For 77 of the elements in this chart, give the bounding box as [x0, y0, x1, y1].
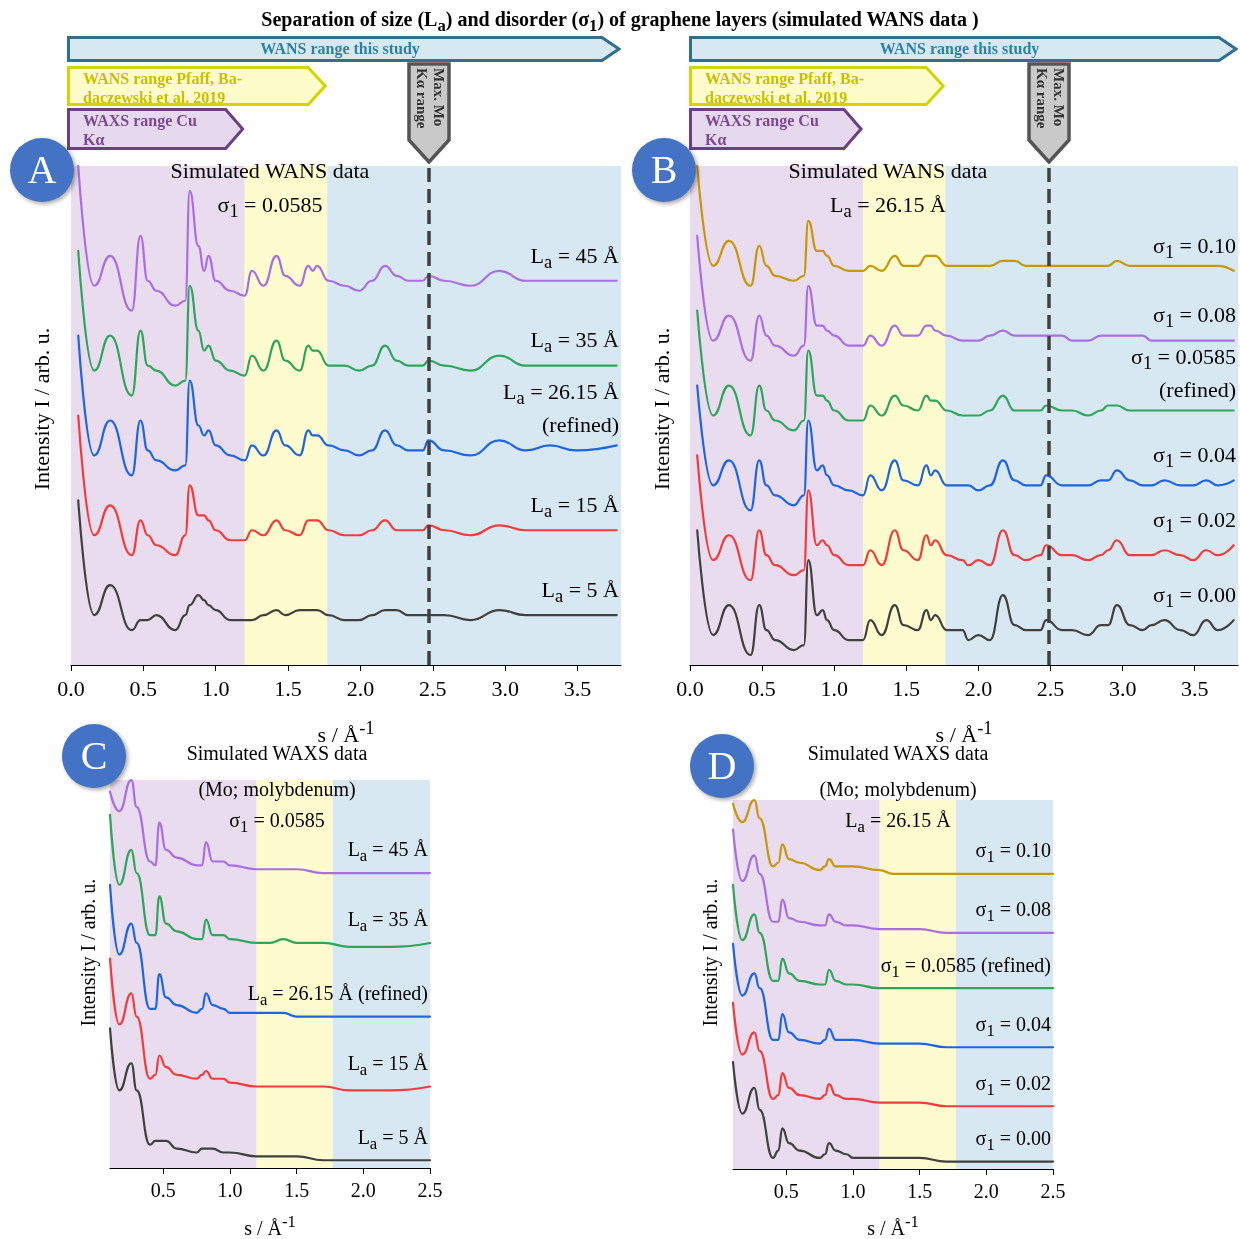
x-tick-label: 1.0	[820, 675, 848, 701]
x-tick-label: 1.5	[907, 1180, 933, 1202]
x-tick-label: 2.5	[1040, 1180, 1066, 1202]
annotation: σ$_{1}$ = 0.0585	[216, 192, 324, 223]
x-tick-label: 2.0	[350, 1179, 376, 1201]
x-tick-label: 2.0	[973, 1180, 999, 1202]
series-label: σ$_{1}$ = 0.00	[1153, 580, 1236, 614]
series-label: σ$_{1}$ = 0.04	[975, 1011, 1051, 1042]
x-tick-label: 1.0	[840, 1180, 866, 1202]
text: B	[632, 138, 696, 202]
text: WANS range this study	[878, 39, 1041, 58]
x-tick-label: 0.5	[748, 675, 776, 701]
series-label: σ$_{1}$ = 0.0585 (refined)	[880, 952, 1051, 983]
x-tick-label: 3.5	[563, 675, 592, 701]
series-label: σ$_{1}$ = 0.10	[975, 838, 1051, 868]
annotation: Simulated WANS data	[787, 158, 989, 184]
x-tick-label: 1.5	[284, 1179, 310, 1201]
x-tick-label: 2.5	[419, 675, 447, 701]
x-tick-label: 2.0	[964, 675, 993, 701]
text: WAXS range Cu Kα	[83, 111, 198, 149]
ref-line-label: Max. Mo Kα range	[412, 68, 447, 131]
y-axis-title: Intensity I / arb. u.	[76, 877, 100, 1029]
x-tick-label: 1.0	[217, 1179, 243, 1201]
series-label: σ$_{1}$ = 0.04	[1153, 441, 1236, 474]
series-label: σ$_{1}$ = 0.08	[1153, 301, 1236, 334]
x-tick-label: 1.5	[892, 675, 921, 701]
ref-line-label: Max. Mo Kα range	[1033, 68, 1068, 131]
text: WAXS range Cu Kα	[705, 111, 820, 149]
x-tick-label: 3.5	[1180, 675, 1209, 701]
x-tick-label: 3.0	[491, 675, 519, 701]
series-label: L$_{a}$ = 35 Å	[347, 907, 428, 937]
annotation: (Mo; molybdenum)	[819, 778, 977, 800]
chart-title: Separation of size (L$_{a}$) and disorder (σ$_{1}$) of graphene layers (simulated WANS data )	[260, 8, 980, 36]
series-label: L$_{a}$ = 15 Å	[347, 1050, 428, 1081]
x-tick-label: 0.0	[676, 675, 704, 701]
series-label: L$_{a}$ = 26.15 Å (refined)	[502, 377, 619, 439]
series-label: L$_{a}$ = 35 Å	[530, 326, 619, 359]
series-label: σ$_{1}$ = 0.0585 (refined)	[1130, 342, 1236, 404]
annotation: (Mo; molybdenum)	[197, 778, 357, 801]
series-label: L$_{a}$ = 15 Å	[530, 491, 619, 524]
annotation: L$_{a}$ = 26.15 Å	[829, 192, 947, 223]
x-tick-label: 0.5	[773, 1180, 799, 1202]
x-tick-label: 2.5	[417, 1179, 443, 1201]
series-label: L$_{a}$ = 5 Å	[541, 575, 619, 609]
text: Simulated WAXS data	[186, 742, 368, 764]
series-label: σ$_{1}$ = 0.10	[1153, 231, 1236, 264]
annotation: L$_{a}$ = 26.15 Å	[844, 809, 952, 837]
y-axis-title: Intensity I / arb. u.	[649, 326, 675, 493]
series-label: L$_{a}$ = 5 Å	[357, 1124, 428, 1155]
text: WANS range this study	[259, 39, 421, 58]
text: Simulated WAXS data	[807, 742, 989, 764]
series-label: σ$_{1}$ = 0.08	[975, 897, 1051, 927]
series-label: L$_{a}$ = 45 Å	[530, 241, 619, 274]
text: WANS range Pfaff, Ba-daczewski et al. 2019	[83, 69, 244, 107]
x-axis-title: s / Å$^{-1}$	[243, 1212, 297, 1239]
series-label: σ$_{1}$ = 0.00	[975, 1125, 1051, 1156]
x-tick-label: 2.0	[346, 675, 375, 701]
annotation: Simulated WANS data	[169, 158, 371, 184]
x-tick-label: 0.5	[150, 1179, 176, 1201]
y-axis-title: Intensity I / arb. u.	[29, 326, 55, 493]
x-tick-label: 0.5	[129, 675, 158, 701]
x-axis-title: s / Å$^{-1}$	[866, 1212, 920, 1239]
y-axis-title: Intensity I / arb. u.	[698, 877, 722, 1029]
x-tick-label: 2.5	[1036, 675, 1065, 701]
x-tick-label: 0.0	[57, 675, 85, 701]
annotation: σ$_{1}$ = 0.0585	[228, 809, 326, 837]
text: A	[10, 138, 74, 202]
series-label: L$_{a}$ = 45 Å	[347, 837, 428, 868]
series-label: L$_{a}$ = 26.15 Å (refined)	[247, 981, 428, 1011]
x-tick-label: 1.0	[201, 675, 230, 701]
text: C	[62, 724, 126, 788]
text: WANS range Pfaff, Ba-daczewski et al. 2019	[705, 69, 866, 107]
series-label: σ$_{1}$ = 0.02	[975, 1070, 1051, 1101]
text: D	[690, 734, 754, 798]
x-tick-label: 1.5	[274, 675, 302, 701]
series-label: σ$_{1}$ = 0.02	[1153, 506, 1236, 539]
x-tick-label: 3.0	[1108, 675, 1137, 701]
